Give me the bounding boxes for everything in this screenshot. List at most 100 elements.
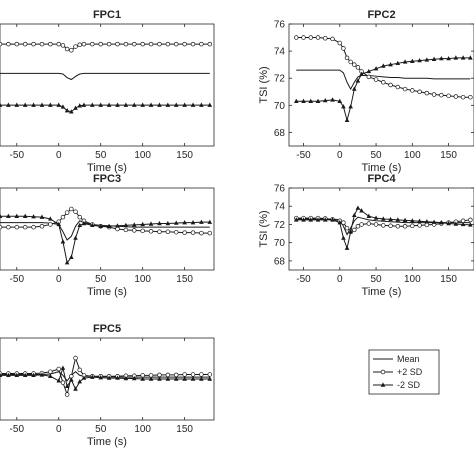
panel-title: FPC4 <box>367 173 396 185</box>
data-point <box>460 221 466 227</box>
data-point <box>56 378 62 383</box>
data-point <box>348 59 353 65</box>
data-point <box>199 219 204 224</box>
x-tick-label: -50 <box>10 274 25 285</box>
data-point <box>69 47 74 53</box>
data-point <box>77 214 82 220</box>
data-point <box>22 224 28 230</box>
panel-title: FPC2 <box>367 9 395 21</box>
data-point <box>39 102 45 107</box>
data-point <box>182 372 187 377</box>
data-point <box>115 102 120 107</box>
data-point <box>410 58 415 63</box>
data-point <box>439 55 444 61</box>
data-point <box>132 41 137 47</box>
legend-entry: Mean <box>373 354 420 364</box>
y-tick-label: 72 <box>274 74 286 85</box>
data-point <box>64 260 70 265</box>
data-point <box>48 102 53 107</box>
data-point <box>157 372 162 378</box>
data-point <box>182 230 187 235</box>
data-point <box>131 102 137 107</box>
data-point <box>132 228 137 233</box>
data-point <box>14 102 20 107</box>
data-point <box>123 41 129 47</box>
data-point <box>207 230 213 236</box>
y-tick-label: 74 <box>274 47 286 58</box>
data-point <box>90 41 95 47</box>
data-point <box>417 58 422 63</box>
data-point <box>73 209 78 214</box>
data-point <box>468 222 473 227</box>
x-tick-label: 100 <box>404 150 421 161</box>
data-point <box>173 376 179 381</box>
data-point <box>157 41 162 47</box>
data-point <box>373 222 379 227</box>
data-point <box>410 223 415 229</box>
series-line <box>296 207 471 250</box>
data-point <box>344 55 350 61</box>
y-tick-label: 76 <box>274 20 286 31</box>
data-point <box>106 41 112 47</box>
data-point <box>446 220 451 226</box>
data-point <box>308 35 314 40</box>
y-tick-label: 70 <box>274 238 286 249</box>
axes-box <box>288 187 474 271</box>
data-point <box>395 84 401 90</box>
data-point <box>207 41 213 47</box>
y-tick-label: 72 <box>274 220 286 231</box>
data-point <box>77 42 82 47</box>
panel-title: FPC3 <box>93 173 121 185</box>
data-point <box>190 102 196 107</box>
data-point <box>348 104 353 109</box>
data-point <box>73 235 78 240</box>
legend-label: Mean <box>397 354 420 364</box>
series-2-sd <box>0 365 213 391</box>
data-point <box>56 102 62 107</box>
x-tick-label: -50 <box>296 150 311 161</box>
series-line <box>296 37 471 98</box>
data-point <box>90 102 95 107</box>
legend-label: +2 SD <box>397 367 423 377</box>
data-point <box>315 98 321 103</box>
data-point <box>69 109 74 114</box>
data-point <box>6 102 11 107</box>
data-point <box>182 376 187 381</box>
data-point <box>460 94 466 100</box>
data-point <box>417 89 422 95</box>
data-point <box>64 392 70 397</box>
data-point <box>157 102 162 107</box>
data-point <box>0 224 3 230</box>
data-point <box>431 56 437 61</box>
data-point <box>39 41 45 47</box>
data-point <box>359 71 364 76</box>
data-point <box>6 224 11 230</box>
data-point <box>173 372 179 378</box>
data-point <box>199 102 204 107</box>
data-point <box>294 35 299 40</box>
data-point <box>64 210 70 215</box>
y-tick-label: 74 <box>274 202 286 213</box>
series-2-sd <box>293 55 473 123</box>
data-point <box>359 222 364 227</box>
data-point <box>165 376 171 381</box>
x-tick-label: 150 <box>440 150 457 161</box>
data-point <box>330 36 335 42</box>
data-point <box>190 372 196 377</box>
data-point <box>60 43 66 48</box>
x-tick-label: 150 <box>176 424 193 435</box>
legend-marker <box>380 382 386 387</box>
x-axis-label: Time (s) <box>362 286 402 298</box>
data-point <box>190 220 196 225</box>
data-point <box>446 93 451 99</box>
data-point <box>81 220 87 226</box>
data-point <box>140 376 145 381</box>
panel-title: FPC5 <box>93 323 121 335</box>
data-point <box>165 102 171 107</box>
data-point <box>6 372 11 378</box>
data-point <box>373 77 379 82</box>
data-point <box>148 229 154 234</box>
data-point <box>98 102 104 107</box>
data-point <box>31 102 36 107</box>
data-point <box>31 372 36 378</box>
